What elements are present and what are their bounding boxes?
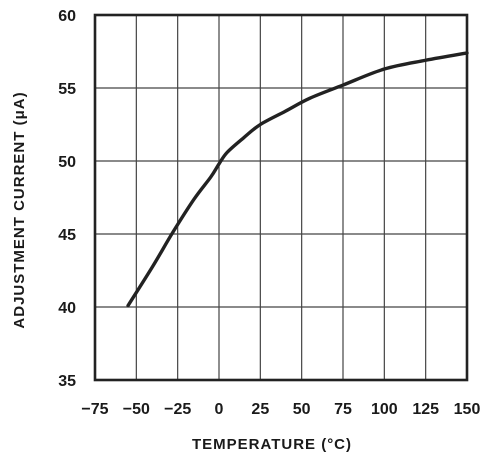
y-tick-label-2: 45 [58,227,76,244]
x-tick-label-3: 0 [215,401,224,418]
y-tick-label-1: 40 [58,300,76,317]
x-tick-label-7: 100 [371,401,398,418]
y-tick-label-4: 55 [58,81,76,98]
grid [95,15,467,380]
x-tick-label-8: 125 [412,401,439,418]
x-axis-title: TEMPERATURE (°C) [192,436,352,453]
x-tick-label-5: 50 [293,401,311,418]
plot-border [93,13,469,382]
y-tick-label-0: 35 [58,373,76,390]
x-tick-label-6: 75 [334,401,352,418]
x-tick-labels: −75 −50 −25 0 25 50 75 100 125 150 [81,401,480,418]
x-tick-label-1: −50 [123,401,150,418]
x-tick-label-4: 25 [251,401,269,418]
series-layer [126,51,469,308]
y-tick-labels: 35 40 45 50 55 60 [58,8,76,390]
plot-frame [93,13,469,382]
x-tick-label-0: −75 [81,401,108,418]
y-tick-label-3: 50 [58,154,76,171]
y-axis-title: ADJUSTMENT CURRENT (μA) [11,91,28,328]
x-tick-label-2: −25 [164,401,191,418]
y-tick-label-5: 60 [58,8,76,25]
x-tick-label-9: 150 [454,401,481,418]
series-line-0 [126,51,469,308]
